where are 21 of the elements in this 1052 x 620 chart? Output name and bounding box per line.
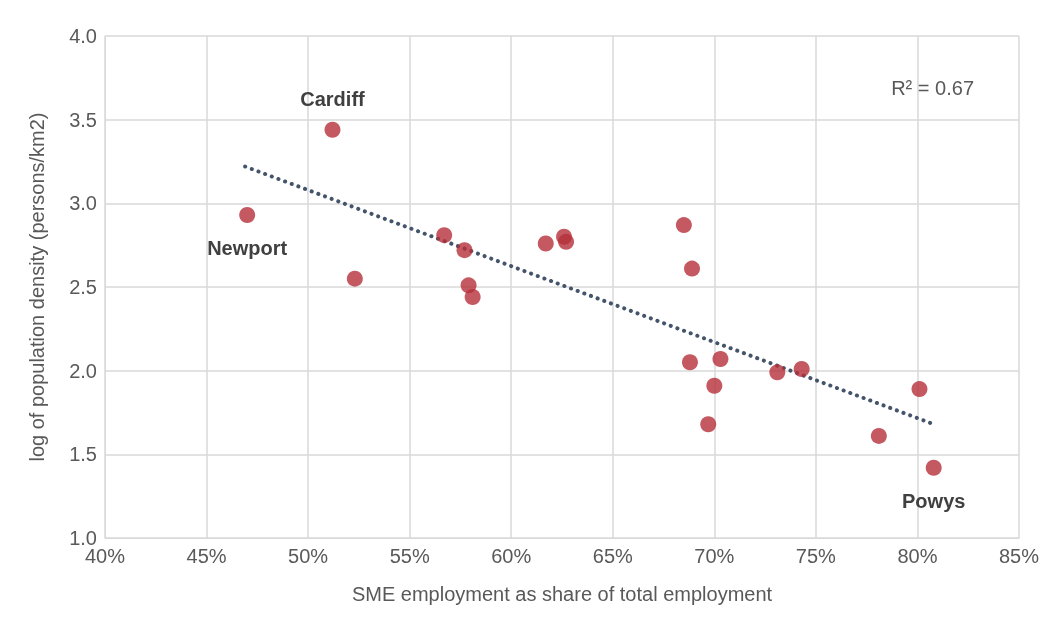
annotation: Cardiff: [300, 87, 366, 110]
x-axis-title: SME employment as share of total employment: [351, 583, 773, 605]
annotation: Powys: [902, 489, 966, 512]
y-tick-label: 4.0: [69, 25, 97, 47]
y-tick-label: 2.0: [69, 359, 97, 382]
y-tick-label: 3.0: [69, 192, 97, 215]
y-tick-label: 3.5: [69, 108, 97, 131]
y-tick-label: 2.5: [69, 276, 97, 298]
y-tick-label: 1.5: [69, 443, 97, 466]
x-tick-label: 65%: [592, 545, 634, 567]
x-tick-label: 70%: [694, 545, 735, 567]
x-tick-label: 55%: [389, 545, 430, 567]
x-tick-label: 45%: [186, 545, 227, 567]
x-tick-label: 75%: [795, 545, 837, 567]
annotation: R² = 0.67: [891, 77, 975, 99]
x-tick-label: 50%: [288, 545, 329, 567]
annotation: Newport: [207, 237, 288, 260]
x-tick-label: 85%: [998, 545, 1040, 567]
x-tick-label: 60%: [491, 545, 532, 567]
x-tick-label: 80%: [897, 545, 938, 567]
y-axis-title: log of population density (persons/km2): [26, 112, 48, 462]
